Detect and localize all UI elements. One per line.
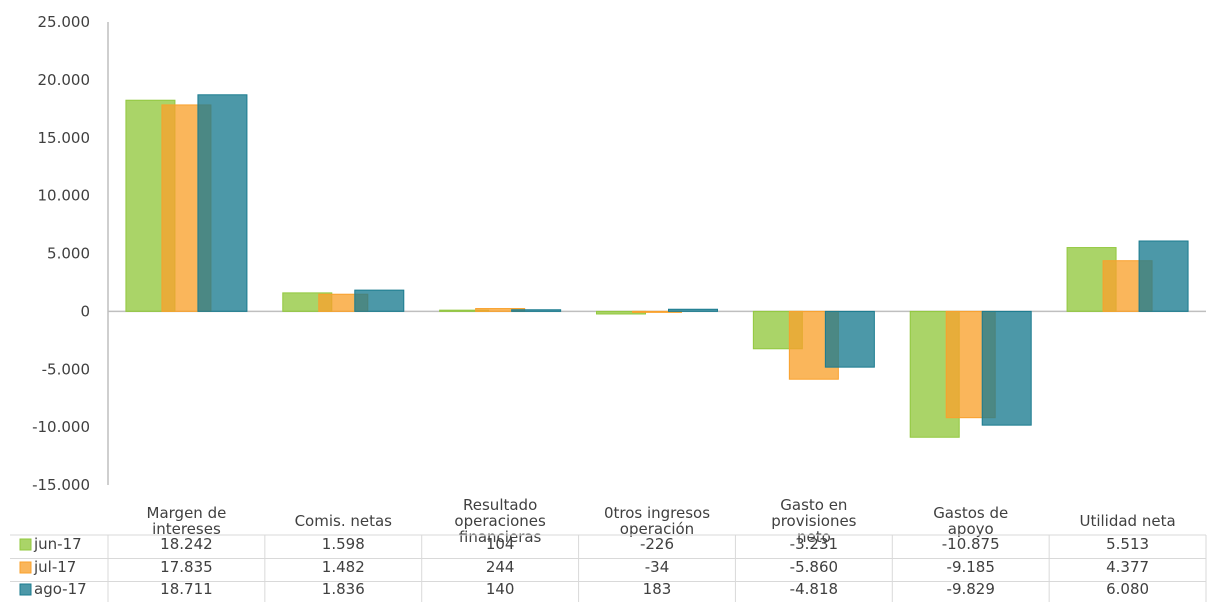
legend-swatch-jul-17 [19,561,32,574]
bar-ago-17 [354,289,405,312]
y-tick-label: -5.000 [42,360,90,378]
data-label: 1.836 [322,580,365,598]
data-label: 183 [643,580,672,598]
y-tick-label: 25.000 [38,13,91,31]
y-tick-labels: 25.000 20.000 15.000 10.000 5.000 0 -5.000 -10.… [32,13,90,494]
data-label: 18.242 [160,535,213,553]
data-label: -34 [645,558,670,576]
bar-ago-17 [1138,240,1189,312]
legend-swatch-jun-17 [19,538,32,551]
data-label: 6.080 [1106,580,1149,598]
category-label: Resultado operaciones financieras [454,496,546,546]
category-label: Utilidad neta [1079,512,1175,530]
data-label: -10.875 [942,535,1000,553]
bars [125,94,1189,438]
bar-ago-17 [668,308,718,312]
data-label: -3.231 [790,535,838,553]
category-labels: Margen de intereses Comis. netas Resultado o… [147,496,1176,546]
bar-ago-17 [824,310,875,368]
category-label: 0tros ingresos operación [604,504,710,538]
data-label: -9.185 [947,558,995,576]
data-label: 1.482 [322,558,365,576]
y-tick-label: 5.000 [47,245,90,263]
legend-label: jun-17 [33,535,82,553]
bar-ago-17 [197,94,248,312]
y-tick-label: 15.000 [38,129,91,147]
category-label: Comis. netas [295,512,393,530]
data-label: -5.860 [790,558,838,576]
legend-label: jul-17 [33,558,76,576]
data-label: 17.835 [160,558,213,576]
data-label: -9.829 [947,580,995,598]
y-tick-label: 0 [80,302,90,320]
bar-ago-17 [981,310,1032,426]
category-label: Gasto en provisiones neto [771,496,856,546]
legend-swatch-ago-17 [19,583,32,596]
data-label: 18.711 [160,580,213,598]
y-tick-label: -10.000 [32,418,90,436]
category-label: Margen de intereses [147,504,227,538]
y-tick-label: -15.000 [32,476,90,494]
data-label: 5.513 [1106,535,1149,553]
axes [107,22,1206,485]
legend-label: ago-17 [34,580,87,598]
data-label: 140 [486,580,515,598]
bar-jul-17 [632,310,682,313]
data-label: -226 [640,535,674,553]
data-table: jun-17 18.242 1.598 104 -226 -3.231 -10.875 5.5… [10,534,1207,602]
data-label: 1.598 [322,535,365,553]
bar-ago-17 [511,309,562,312]
category-label: Gastos de apoyo [933,504,1008,538]
data-label: 4.377 [1106,558,1149,576]
data-label: 244 [486,558,515,576]
data-label: -4.818 [790,580,838,598]
y-tick-label: 10.000 [38,187,91,205]
y-tick-label: 20.000 [38,71,91,89]
data-label: 104 [486,535,515,553]
